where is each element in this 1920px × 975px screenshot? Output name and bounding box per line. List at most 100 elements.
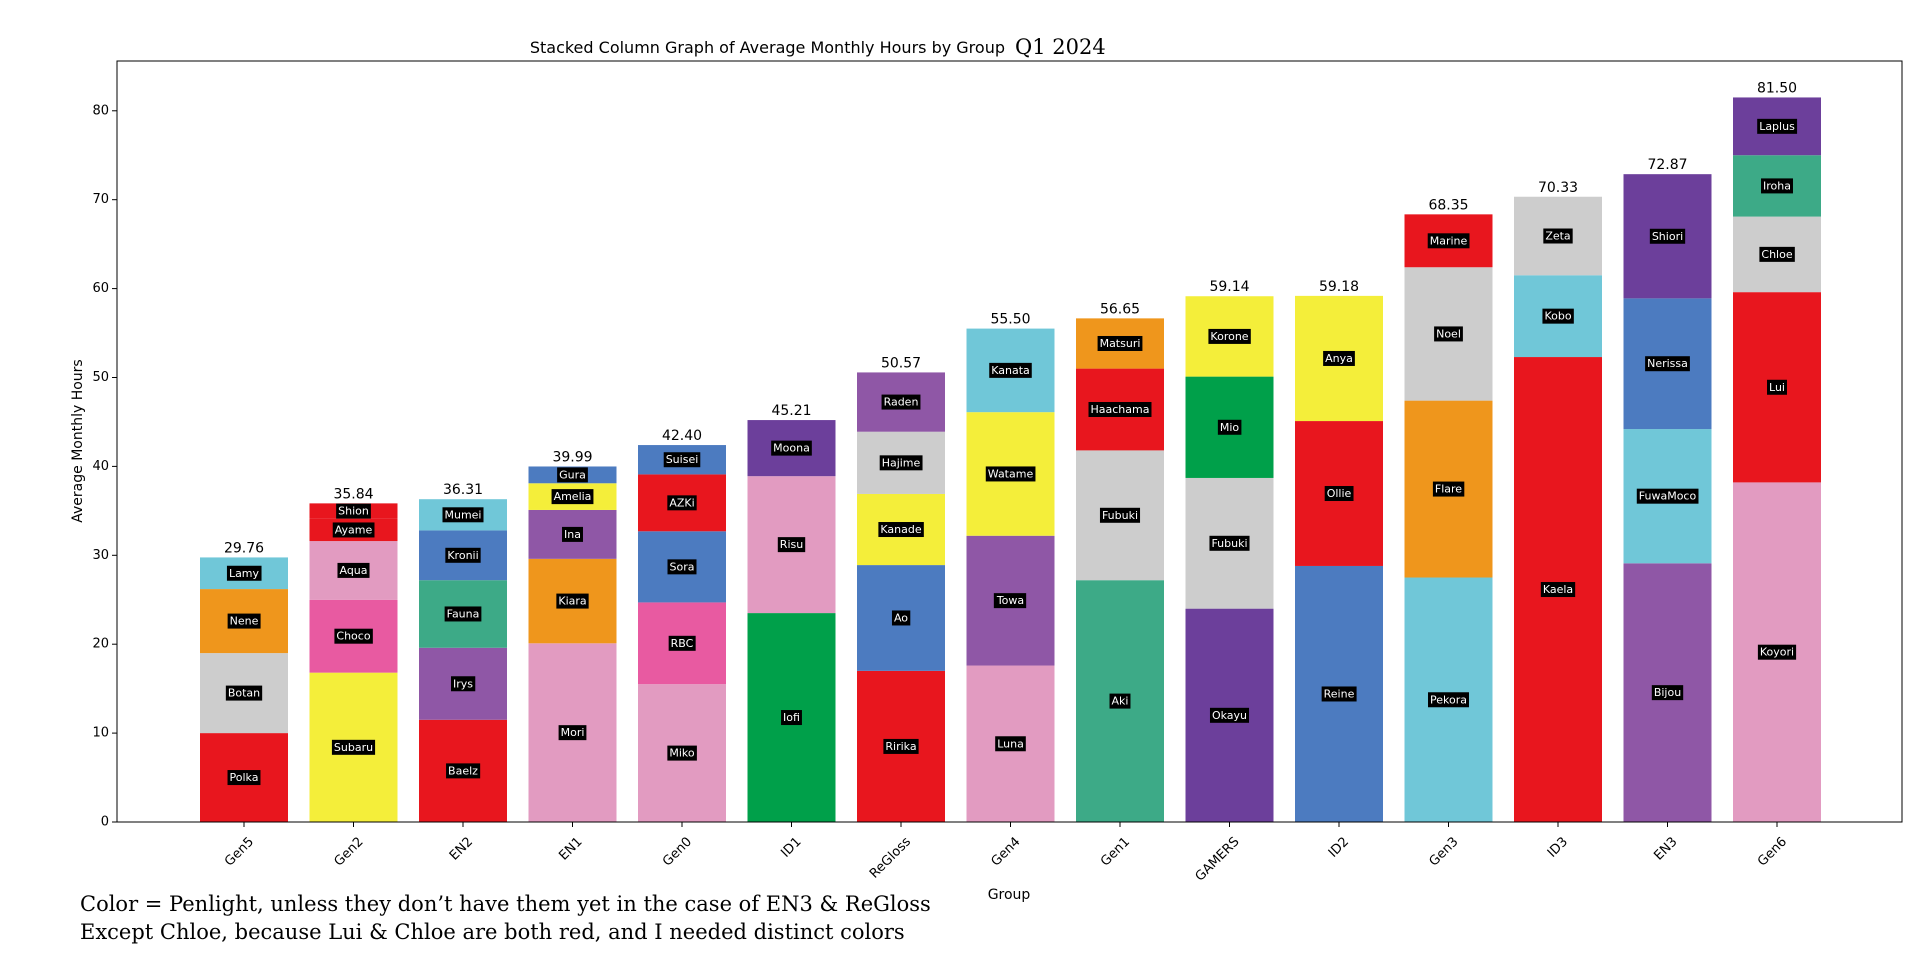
segment-label: Aki bbox=[1112, 695, 1129, 708]
segment-label: Ao bbox=[894, 611, 908, 624]
y-tick-label: 0 bbox=[101, 815, 109, 830]
segment-label-bg bbox=[1208, 328, 1251, 344]
total-label: 39.99 bbox=[552, 449, 592, 465]
segment-label: Mumei bbox=[444, 508, 481, 521]
x-tick-label: ReGloss bbox=[867, 834, 914, 881]
segment-label: Gura bbox=[559, 468, 586, 481]
segment-label-bg bbox=[881, 394, 921, 410]
segment-label-bg bbox=[556, 593, 589, 609]
segment-label: Iroha bbox=[1763, 179, 1791, 192]
footnote-line-1: Color = Penlight, unless they don’t have… bbox=[80, 892, 931, 916]
segment-label: Risu bbox=[780, 538, 803, 551]
segment-label-bg bbox=[1759, 246, 1795, 262]
segment-label-bg bbox=[667, 559, 697, 575]
segment-label: Shion bbox=[338, 505, 369, 518]
segment-label-bg bbox=[668, 635, 696, 651]
x-tick-label: EN2 bbox=[447, 834, 476, 863]
segment-label-bg bbox=[1099, 507, 1141, 523]
segment-label-bg bbox=[1542, 308, 1574, 324]
total-label: 29.76 bbox=[224, 540, 264, 556]
segment-label: Moona bbox=[773, 442, 810, 455]
y-tick-label: 70 bbox=[92, 192, 109, 207]
segment-label: Fubuki bbox=[1102, 509, 1138, 522]
segment-label: Baelz bbox=[448, 764, 478, 777]
segment-label-bg bbox=[1217, 419, 1242, 435]
segment-label-bg bbox=[667, 495, 697, 511]
y-tick-label: 30 bbox=[92, 548, 109, 563]
segment-label-bg bbox=[1645, 356, 1690, 372]
total-label: 35.84 bbox=[333, 486, 373, 502]
segment-label: Zeta bbox=[1545, 230, 1570, 243]
segment-label: Haachama bbox=[1091, 403, 1150, 416]
segment-label: Ina bbox=[564, 528, 581, 541]
segment-label: Flare bbox=[1435, 483, 1462, 496]
segment-label-bg bbox=[1757, 118, 1798, 134]
segment-label-bg bbox=[225, 685, 263, 701]
segment-label-bg bbox=[781, 710, 802, 726]
x-tick-label: Gen5 bbox=[222, 834, 257, 869]
x-tick-label: EN3 bbox=[1651, 834, 1680, 863]
total-label: 72.87 bbox=[1647, 157, 1687, 173]
segment-label: Fauna bbox=[447, 607, 480, 620]
segment-label-bg bbox=[777, 537, 806, 553]
segment-label-bg bbox=[1636, 488, 1699, 504]
segment-label: Amelia bbox=[554, 490, 592, 503]
x-axis-label: Group bbox=[988, 887, 1031, 903]
x-tick-label: Gen1 bbox=[1098, 834, 1133, 869]
segment-label-bg bbox=[562, 526, 583, 542]
x-tick-label: ID3 bbox=[1545, 834, 1571, 860]
segment-label-bg bbox=[1432, 481, 1465, 497]
segment-label: Suisei bbox=[666, 453, 699, 466]
total-label: 45.21 bbox=[771, 403, 811, 419]
segment-label: Nerissa bbox=[1647, 357, 1688, 370]
y-tick-label: 10 bbox=[92, 726, 109, 741]
segment-label: Choco bbox=[336, 630, 370, 643]
plot-frame bbox=[116, 60, 1903, 823]
y-tick-label: 40 bbox=[92, 459, 109, 474]
segment-label: Kanade bbox=[880, 523, 921, 536]
total-label: 36.31 bbox=[443, 482, 483, 498]
segment-label: Bijou bbox=[1654, 686, 1681, 699]
segment-label-bg bbox=[1543, 228, 1573, 244]
segment-label: Hajime bbox=[882, 456, 921, 469]
segment-label: Noel bbox=[1436, 327, 1461, 340]
segment-label: Koyori bbox=[1760, 646, 1794, 659]
segment-label-bg bbox=[771, 440, 812, 456]
segment-label: Iofi bbox=[783, 711, 800, 724]
segment-label-bg bbox=[332, 522, 375, 538]
x-tick-label: ID1 bbox=[778, 834, 804, 860]
segment-label-bg bbox=[663, 452, 701, 468]
segment-label: Chloe bbox=[1761, 248, 1792, 261]
total-label: 70.33 bbox=[1538, 180, 1578, 196]
segment-label-bg bbox=[558, 725, 587, 741]
segment-label-bg bbox=[1757, 644, 1797, 660]
segment-label-bg bbox=[336, 503, 371, 519]
segment-label: Kiara bbox=[558, 595, 586, 608]
segment-label: Luna bbox=[997, 737, 1024, 750]
segment-label: Polka bbox=[230, 771, 259, 784]
segment-label: Okayu bbox=[1212, 709, 1247, 722]
segment-label: RBC bbox=[671, 637, 694, 650]
segment-label-bg bbox=[989, 362, 1032, 378]
segment-label: Lui bbox=[1769, 381, 1785, 394]
segment-label: Mio bbox=[1220, 421, 1240, 434]
segment-label: Ririka bbox=[885, 740, 916, 753]
x-tick-label: EN1 bbox=[556, 834, 585, 863]
x-tick-label: Gen3 bbox=[1426, 834, 1461, 869]
segment-label-bg bbox=[1540, 582, 1576, 598]
total-label: 55.50 bbox=[990, 312, 1030, 328]
segment-label: Irys bbox=[453, 677, 473, 690]
segment-label-bg bbox=[557, 467, 588, 483]
segment-label: Subaru bbox=[334, 741, 373, 754]
total-label: 50.57 bbox=[881, 355, 921, 371]
plot-area: Polka Botan Nene Lamy 29.76 Subaru Choco Aqua Ay… bbox=[200, 80, 1821, 822]
x-tick-label: ID2 bbox=[1326, 834, 1352, 860]
segment-label-bg bbox=[1209, 707, 1250, 723]
segment-label-bg bbox=[442, 507, 484, 523]
segment-label: Marine bbox=[1430, 234, 1468, 247]
segment-label-bg bbox=[1434, 326, 1463, 342]
segment-label: Ayame bbox=[335, 523, 373, 536]
segment-label-bg bbox=[985, 466, 1036, 482]
segment-label: Anya bbox=[1325, 352, 1353, 365]
x-tick-label: Gen0 bbox=[660, 834, 695, 869]
